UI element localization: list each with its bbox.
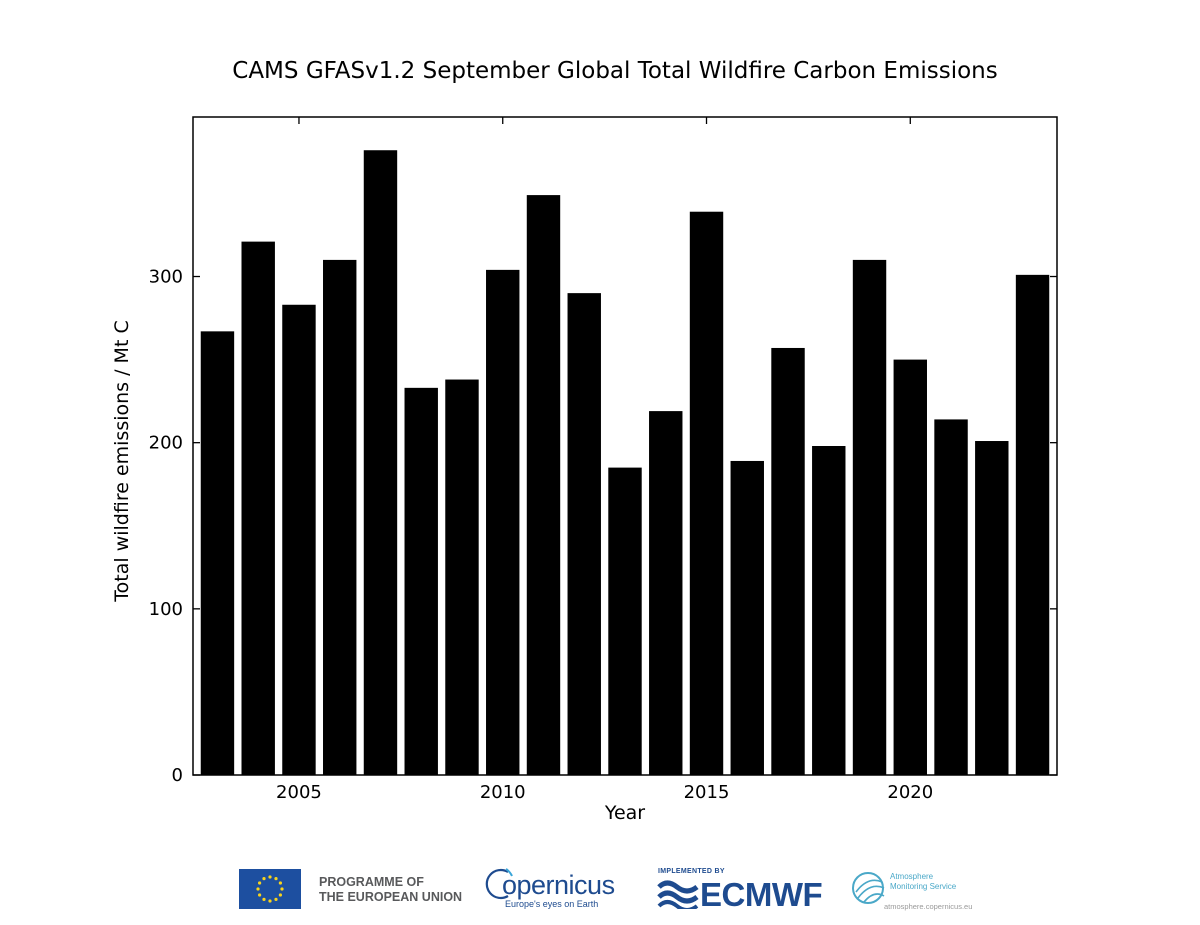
- bar-2011: [526, 195, 561, 776]
- bar-2003: [200, 331, 235, 775]
- bar-2006: [323, 259, 357, 775]
- bar-2017: [771, 347, 805, 775]
- eu-star-icon: [268, 875, 272, 879]
- x-tick-label-2020: 2020: [887, 782, 933, 803]
- x-axis-label: Year: [604, 802, 645, 824]
- atmosphere-monitoring-icon: [852, 872, 885, 904]
- bar-2022: [975, 441, 1009, 775]
- bar-2015: [689, 211, 724, 775]
- y-tick-label-200: 200: [149, 433, 183, 454]
- ams-line-1: Atmosphere: [890, 872, 934, 881]
- bar-2021: [934, 419, 968, 775]
- ams-url-text: atmosphere.copernicus.eu: [884, 902, 973, 911]
- bar-2005: [282, 304, 316, 775]
- bar-2008: [404, 387, 438, 775]
- y-tick-label-300: 300: [149, 267, 183, 288]
- eu-flag-icon: [239, 869, 301, 909]
- copernicus-logo-text: opernicus: [502, 870, 615, 900]
- copernicus-c-icon: [485, 868, 513, 900]
- bars-group: [200, 150, 1050, 776]
- bar-2004: [241, 241, 275, 775]
- x-tick-label-2010: 2010: [480, 782, 526, 803]
- bar-2014: [649, 411, 683, 775]
- bar-2023: [1015, 274, 1050, 775]
- y-tick-label-0: 0: [172, 765, 183, 786]
- ams-name-text: Atmosphere Monitoring Service: [890, 872, 956, 892]
- eu-line-2: THE EUROPEAN UNION: [319, 890, 463, 904]
- y-tick-label-100: 100: [149, 599, 183, 620]
- bar-2020: [893, 359, 927, 775]
- footer-logos: PROGRAMME OF THE EUROPEAN UNION opernicu…: [0, 860, 1200, 920]
- bar-2007: [363, 150, 398, 776]
- bar-2013: [608, 467, 642, 775]
- plot-frame: [192, 116, 1058, 776]
- eu-line-1: PROGRAMME OF: [319, 875, 424, 889]
- bar-2019: [852, 259, 887, 775]
- copernicus-tagline: Europe's eyes on Earth: [505, 899, 599, 909]
- eu-stars-icon: [256, 875, 284, 903]
- ecmwf-wave-icon: [657, 880, 699, 909]
- bar-2010: [486, 269, 520, 775]
- x-tick-label-2015: 2015: [684, 782, 730, 803]
- eu-star-icon: [278, 881, 282, 885]
- chart-title: CAMS GFASv1.2 September Global Total Wil…: [232, 58, 998, 84]
- bar-2018: [812, 446, 846, 775]
- ticks-group: 0 100 200 300 2005 2010 2015 2020: [149, 117, 1057, 803]
- bar-2016: [730, 460, 764, 775]
- ecmwf-logo-text: ECMWF: [700, 876, 823, 913]
- eu-star-icon: [262, 897, 266, 901]
- ams-line-2: Monitoring Service: [890, 882, 957, 891]
- implemented-by-text: IMPLEMENTED BY: [658, 868, 725, 875]
- eu-star-icon: [268, 899, 272, 903]
- eu-star-icon: [274, 877, 278, 881]
- eu-star-icon: [256, 887, 260, 891]
- eu-star-icon: [280, 887, 284, 891]
- bar-2012: [567, 293, 601, 775]
- eu-star-icon: [274, 897, 278, 901]
- eu-star-icon: [258, 893, 262, 897]
- eu-star-icon: [278, 893, 282, 897]
- eu-star-icon: [262, 877, 266, 881]
- eu-star-icon: [258, 881, 262, 885]
- bar-chart: 0 100 200 300 2005 2010 2015 2020 Year Total wi…: [111, 116, 1058, 824]
- x-tick-label-2005: 2005: [276, 782, 322, 803]
- bar-2009: [445, 379, 479, 775]
- eu-programme-text: PROGRAMME OF THE EUROPEAN UNION: [319, 875, 462, 905]
- y-axis-label: Total wildfire emissions / Mt C: [111, 320, 133, 602]
